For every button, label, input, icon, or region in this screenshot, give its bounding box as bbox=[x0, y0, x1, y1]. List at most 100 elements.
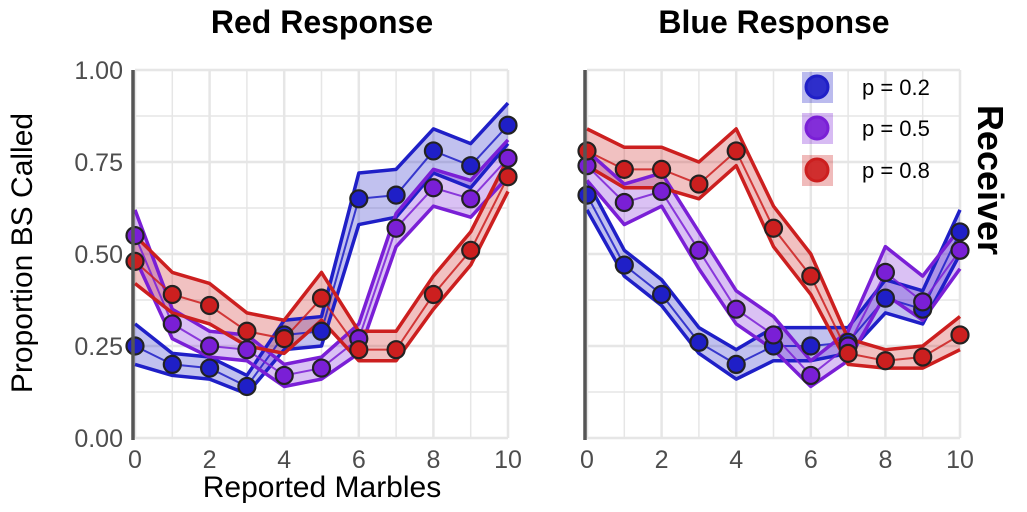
data-point-blue-s1-x4 bbox=[726, 299, 746, 319]
data-point-red-s0-x7 bbox=[386, 185, 406, 205]
data-point-blue-s2-x7 bbox=[838, 343, 858, 363]
ribbon-lower-blue-s2 bbox=[586, 163, 961, 370]
data-point-red-s0-x2 bbox=[200, 358, 220, 378]
data-point-red-s2-x9 bbox=[461, 240, 481, 260]
data-point-red-s1-x2 bbox=[200, 336, 220, 356]
ribbon-upper-blue-s2 bbox=[586, 127, 962, 352]
x-tick-label-red-1: 2 bbox=[203, 446, 217, 474]
y-tick-label-red-4: 1.00 bbox=[74, 57, 123, 85]
panel-title-blue: Blue Response bbox=[658, 4, 889, 40]
y-tick-label-red-2: 0.50 bbox=[74, 241, 123, 269]
ribbon-red-s0 bbox=[135, 103, 508, 394]
data-point-red-s0-x10 bbox=[498, 115, 518, 135]
panel-title-red: Red Response bbox=[211, 4, 433, 40]
x-tick-label-red-0: 0 bbox=[128, 446, 142, 474]
data-point-red-s1-x5 bbox=[311, 358, 332, 378]
grid-layer bbox=[133, 68, 962, 440]
ribbon-blue-s2 bbox=[587, 128, 960, 369]
data-point-red-s2-x8 bbox=[423, 284, 443, 305]
ribbon-lower-red-s0 bbox=[134, 142, 510, 396]
data-point-red-s0-x8 bbox=[423, 141, 443, 161]
data-point-blue-s1-x1 bbox=[614, 192, 634, 213]
band-layer bbox=[135, 103, 960, 394]
legend-label-p08: p = 0.8 bbox=[862, 158, 930, 183]
data-point-red-s1-x7 bbox=[386, 218, 406, 238]
x-tick-label-blue-4: 8 bbox=[878, 446, 892, 474]
data-point-blue-s2-x6 bbox=[801, 266, 821, 286]
data-point-blue-s1-x8 bbox=[875, 262, 896, 282]
data-point-blue-s2-x8 bbox=[875, 351, 896, 371]
y-axis-label: Proportion BS Called bbox=[6, 113, 39, 393]
data-point-red-s2-x0 bbox=[125, 251, 145, 271]
data-point-red-s2-x3 bbox=[237, 321, 257, 341]
data-point-blue-s2-x9 bbox=[913, 347, 933, 367]
data-point-blue-s0-x8 bbox=[875, 288, 896, 308]
y-tick-label-red-0: 0.00 bbox=[74, 425, 123, 453]
data-point-red-s1-x9 bbox=[461, 189, 481, 209]
ribbon-red-s2 bbox=[135, 158, 508, 361]
x-tick-label-blue-1: 2 bbox=[655, 446, 669, 474]
legend: p = 0.2 p = 0.5 p = 0.8 bbox=[802, 72, 930, 186]
data-point-red-s2-x7 bbox=[386, 340, 406, 360]
data-point-blue-s0-x6 bbox=[801, 336, 821, 356]
data-point-red-s2-x2 bbox=[200, 295, 220, 316]
data-point-blue-s0-x4 bbox=[726, 354, 746, 374]
data-point-red-s0-x9 bbox=[461, 156, 481, 176]
x-tick-label-blue-2: 4 bbox=[729, 446, 743, 474]
data-point-red-s1-x8 bbox=[423, 178, 443, 198]
x-tick-label-blue-3: 6 bbox=[804, 446, 818, 474]
ribbon-upper-red-s0 bbox=[133, 101, 510, 378]
ribbon-upper-blue-s1 bbox=[585, 149, 962, 363]
data-point-blue-s1-x6 bbox=[801, 365, 821, 386]
x-tick-label-blue-5: 10 bbox=[946, 446, 974, 474]
data-point-blue-s0-x0 bbox=[577, 185, 597, 205]
ribbon-upper-red-s2 bbox=[133, 157, 510, 334]
data-point-blue-s0-x3 bbox=[689, 332, 709, 352]
data-point-red-s1-x4 bbox=[274, 365, 294, 386]
x-axis-label: Reported Marbles bbox=[203, 471, 441, 504]
data-point-blue-s2-x0 bbox=[577, 141, 597, 161]
ribbon-lower-red-s2 bbox=[133, 190, 510, 363]
y-tick-label-red-3: 0.75 bbox=[74, 149, 123, 177]
data-point-red-s1-x3 bbox=[237, 340, 257, 360]
data-point-red-s2-x5 bbox=[311, 288, 332, 308]
x-tick-label-red-5: 10 bbox=[494, 446, 522, 474]
legend-label-p02: p = 0.2 bbox=[862, 75, 930, 100]
legend-label-p05: p = 0.5 bbox=[862, 116, 930, 141]
data-point-red-s2-x4 bbox=[274, 329, 294, 349]
ribbon-lower-blue-s0 bbox=[585, 208, 962, 381]
data-point-red-s1-x10 bbox=[498, 148, 518, 168]
y-tick-label-red-1: 0.25 bbox=[74, 333, 123, 361]
data-point-blue-s2-x2 bbox=[651, 159, 672, 179]
data-point-blue-s2-x5 bbox=[763, 218, 784, 238]
ribbon-lower-red-s1 bbox=[133, 175, 510, 389]
ribbon-red-s1 bbox=[135, 139, 508, 387]
data-point-blue-s2-x1 bbox=[614, 159, 634, 179]
data-point-red-s0-x6 bbox=[349, 189, 369, 209]
data-point-blue-s1-x3 bbox=[689, 240, 709, 260]
ribbon-upper-red-s1 bbox=[133, 138, 510, 367]
data-point-blue-s1-x5 bbox=[763, 325, 784, 345]
data-point-red-s2-x10 bbox=[498, 167, 518, 187]
data-point-blue-s0-x2 bbox=[651, 284, 672, 305]
data-point-blue-s2-x4 bbox=[726, 141, 746, 161]
data-point-blue-s1-x9 bbox=[913, 292, 933, 312]
data-point-red-s0-x5 bbox=[311, 321, 332, 341]
point-layer bbox=[125, 115, 970, 397]
axis-layer: 0 2 4 6 8 10 0.00 0.25 0.50 0.75 1.00 0 2 4 6 8 10 bbox=[74, 57, 974, 474]
data-point-blue-s1-x10 bbox=[950, 240, 970, 260]
data-point-red-s1-x1 bbox=[162, 314, 182, 334]
data-point-blue-s2-x10 bbox=[950, 325, 970, 345]
data-point-red-s2-x1 bbox=[162, 284, 182, 305]
facet-label-receiver: Receiver bbox=[970, 105, 1011, 255]
legend-key-p08 bbox=[804, 157, 830, 183]
data-point-red-s2-x6 bbox=[349, 340, 369, 360]
data-point-blue-s2-x3 bbox=[689, 174, 709, 194]
data-point-red-s1-x0 bbox=[125, 226, 145, 246]
legend-key-p02 bbox=[804, 74, 830, 100]
data-point-blue-s1-x2 bbox=[651, 181, 672, 202]
data-point-blue-s0-x1 bbox=[614, 255, 634, 275]
x-tick-label-red-4: 8 bbox=[426, 446, 440, 474]
